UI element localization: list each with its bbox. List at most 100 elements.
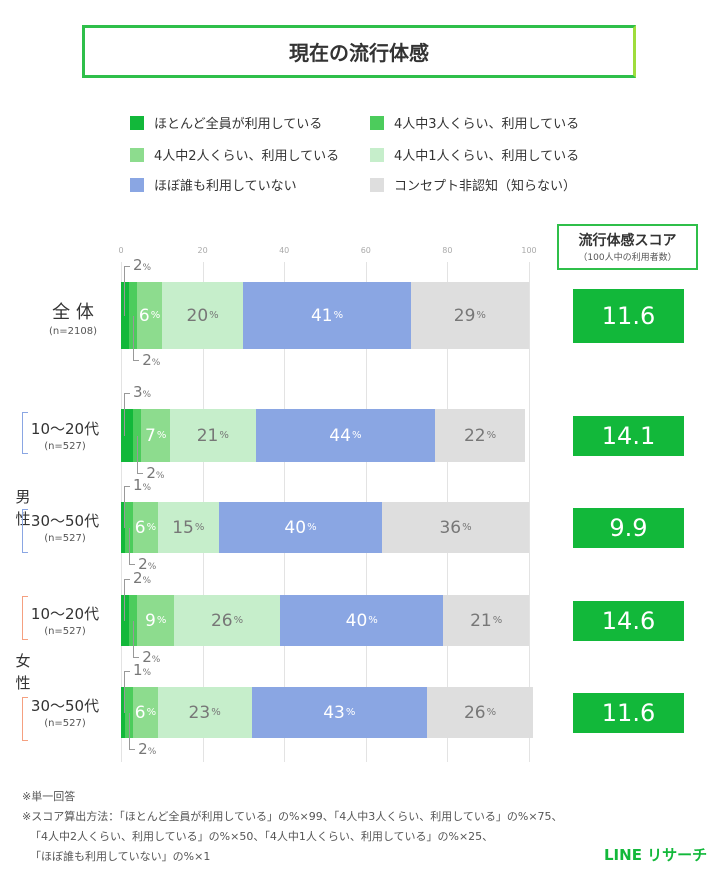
value: 1: [133, 661, 143, 679]
percent-unit: %: [156, 430, 167, 441]
value: 3: [133, 383, 143, 401]
legend-label: ほとんど全員が利用している: [154, 117, 323, 132]
leader-line: [129, 712, 136, 750]
percent-unit: %: [233, 615, 244, 626]
leader-line: [124, 671, 130, 713]
value: 2: [138, 740, 148, 758]
score-value: 11.6: [573, 288, 684, 343]
bar-value-label: 22: [463, 425, 486, 446]
percent-unit: %: [146, 707, 157, 718]
legend-item: 4人中1人くらい、利用している: [370, 145, 579, 164]
bar-segment: 26%: [174, 595, 281, 646]
gridline: [529, 262, 530, 762]
note-single-answer: ※単一回答: [22, 790, 76, 803]
category-sample-size: (n=527): [44, 717, 86, 729]
x-tick-label: 100: [521, 246, 537, 255]
leader-line: [124, 393, 130, 436]
category-name: 全 体: [52, 301, 94, 323]
bar-segment: 44%: [255, 409, 436, 462]
leader-line: [133, 620, 140, 658]
bar-value-label: 21: [196, 425, 219, 446]
score-value: 9.9: [573, 507, 684, 548]
bar-value-label: 29: [453, 305, 476, 326]
bar-value-label-bottom: 2%: [142, 351, 160, 369]
category-name: 30〜50代: [30, 696, 100, 715]
legend-swatch: [130, 115, 144, 130]
note-score-method-1: ※スコア算出方法：「ほとんど全員が利用している」の%×99、「4人中3人くらい、…: [22, 810, 563, 823]
leader-line: [124, 486, 130, 528]
bar-value-label-top: 1%: [133, 476, 151, 494]
percent-unit: %: [142, 390, 152, 400]
bar-segment: 26%: [427, 687, 534, 738]
chart-title: 現在の流行体感: [82, 25, 636, 78]
category-name: 10〜20代: [30, 419, 100, 438]
category-label: 30〜50代 (n=527): [10, 695, 120, 729]
legend-swatch: [370, 177, 384, 192]
percent-unit: %: [151, 358, 161, 368]
female-bracket-bottom: [22, 697, 28, 741]
bar-value-label: 43: [323, 702, 345, 723]
bar-value-label-bottom: 2%: [138, 555, 156, 573]
bar-segment: 40%: [218, 502, 383, 553]
percent-unit: %: [333, 310, 344, 321]
percent-unit: %: [142, 668, 152, 678]
line-research-logo: LINE リサーチ: [604, 846, 708, 864]
category-sample-size: (n=2108): [49, 325, 97, 337]
score-value: 11.6: [573, 692, 684, 733]
bar-value-label: 6: [134, 702, 146, 723]
percent-unit: %: [486, 430, 497, 441]
percent-unit: %: [194, 522, 205, 533]
percent-unit: %: [151, 655, 161, 665]
score-header-subtitle: （100人中の利用者数）: [578, 253, 677, 263]
value: 2: [133, 256, 143, 274]
category-label: 10〜20代 (n=527): [10, 418, 120, 452]
bar-segment: 6%: [133, 502, 158, 553]
leader-line: [137, 435, 144, 474]
x-tick-label: 60: [360, 246, 371, 255]
leader-line: [133, 315, 140, 361]
bar-value-label-top: 1%: [133, 661, 151, 679]
legend-item: ほぼ誰も利用していない: [130, 175, 297, 194]
percent-unit: %: [307, 522, 317, 533]
value: 2: [138, 555, 148, 573]
bar-segment: [121, 687, 126, 738]
percent-unit: %: [209, 310, 219, 321]
category-sample-size: (n=527): [44, 532, 86, 544]
bar-value-label-top: 2%: [133, 569, 151, 587]
legend-label: 4人中3人くらい、利用している: [394, 117, 580, 132]
bar-value-label: 6: [138, 305, 150, 326]
legend-swatch: [370, 115, 384, 130]
legend-label: 4人中2人くらい、利用している: [154, 149, 340, 164]
bar-value-label-top: 3%: [133, 383, 151, 401]
x-tick-label: 0: [118, 246, 124, 255]
bar-segment: 29%: [410, 282, 529, 349]
legend-swatch: [370, 147, 384, 162]
bar-segment: 7%: [141, 409, 170, 462]
category-label: 全 体 (n=2108): [18, 298, 128, 337]
leader-line: [124, 579, 130, 621]
percent-unit: %: [476, 310, 486, 321]
legend-item: コンセプト非認知（知らない）: [370, 175, 576, 194]
x-tick-label: 20: [197, 246, 208, 255]
bar-value-label: 20: [186, 305, 209, 326]
bar-segment: 9%: [137, 595, 175, 646]
bar-value-label: 9: [145, 610, 156, 631]
x-tick-label: 80: [442, 246, 453, 255]
bar-segment: 20%: [161, 282, 244, 349]
bar-value-label: 44: [329, 425, 351, 446]
percent-unit: %: [345, 707, 356, 718]
legend-swatch: [130, 177, 144, 192]
score-value: 14.1: [573, 415, 684, 456]
legend-label: ほぼ誰も利用していない: [154, 179, 297, 194]
bar-segment: 21%: [443, 595, 529, 646]
legend-label: 4人中1人くらい、利用している: [394, 149, 580, 164]
percent-unit: %: [147, 747, 157, 757]
bar-value-label-bottom: 2%: [138, 740, 156, 758]
value: 1: [133, 476, 143, 494]
category-sample-size: (n=527): [44, 625, 86, 637]
percent-unit: %: [219, 430, 229, 441]
percent-unit: %: [155, 471, 165, 481]
value: 2: [142, 351, 152, 369]
bar-segment: [121, 282, 130, 349]
percent-unit: %: [150, 310, 161, 321]
